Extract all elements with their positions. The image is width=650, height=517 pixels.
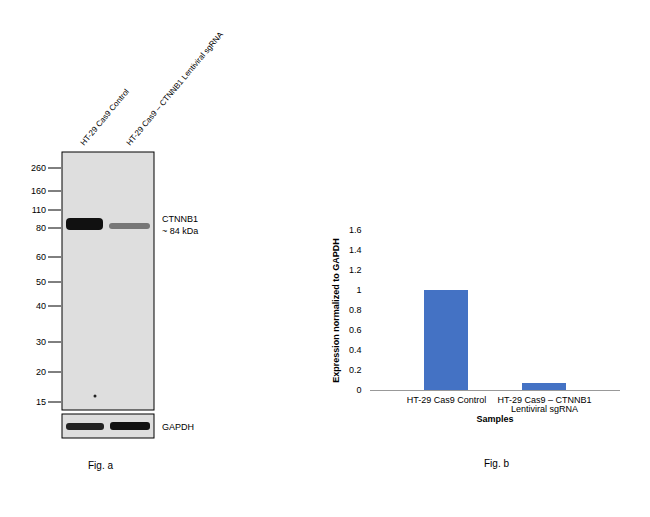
svg-text:CTNNB1: CTNNB1 [162, 214, 198, 224]
svg-text:1.4: 1.4 [349, 245, 362, 255]
svg-text:80: 80 [36, 223, 46, 233]
svg-text:60: 60 [36, 252, 46, 262]
svg-text:HT-29 Cas9 Control: HT-29 Cas9 Control [79, 87, 131, 147]
svg-text:40: 40 [36, 301, 46, 311]
svg-text:HT-29 Cas9 Control: HT-29 Cas9 Control [407, 395, 487, 405]
svg-text:0.6: 0.6 [349, 325, 362, 335]
html-text:Fig. b: Fig. b [484, 458, 509, 469]
svg-text:HT-29 Cas9 – CTNNB1 Lentiviral: HT-29 Cas9 – CTNNB1 Lentiviral sgRNA [125, 30, 226, 148]
svg-text:0.8: 0.8 [349, 305, 362, 315]
html-text:Fig. a: Fig. a [88, 460, 113, 471]
svg-text:Expression normalized to GAPDH: Expression normalized to GAPDH [331, 238, 341, 383]
svg-text:30: 30 [36, 337, 46, 347]
svg-text:0.4: 0.4 [349, 345, 362, 355]
svg-text:1: 1 [356, 285, 361, 295]
svg-text:15: 15 [36, 397, 46, 407]
html-text:Samples: Samples [476, 414, 514, 424]
svg-text:0.2: 0.2 [349, 365, 362, 375]
svg-text:1.2: 1.2 [349, 265, 362, 275]
svg-text:160: 160 [31, 186, 46, 196]
svg-text:20: 20 [36, 367, 46, 377]
svg-text:50: 50 [36, 277, 46, 287]
svg-text:110: 110 [32, 205, 46, 215]
svg-text:HT-29 Cas9 – CTNNB1Lentiviral: HT-29 Cas9 – CTNNB1Lentiviral sgRNA [497, 395, 591, 414]
svg-text:260: 260 [31, 163, 46, 173]
svg-text:GAPDH: GAPDH [162, 422, 194, 432]
svg-text:~ 84 kDa: ~ 84 kDa [162, 226, 198, 236]
svg-text:1.6: 1.6 [349, 225, 362, 235]
svg-text:0: 0 [356, 385, 361, 395]
